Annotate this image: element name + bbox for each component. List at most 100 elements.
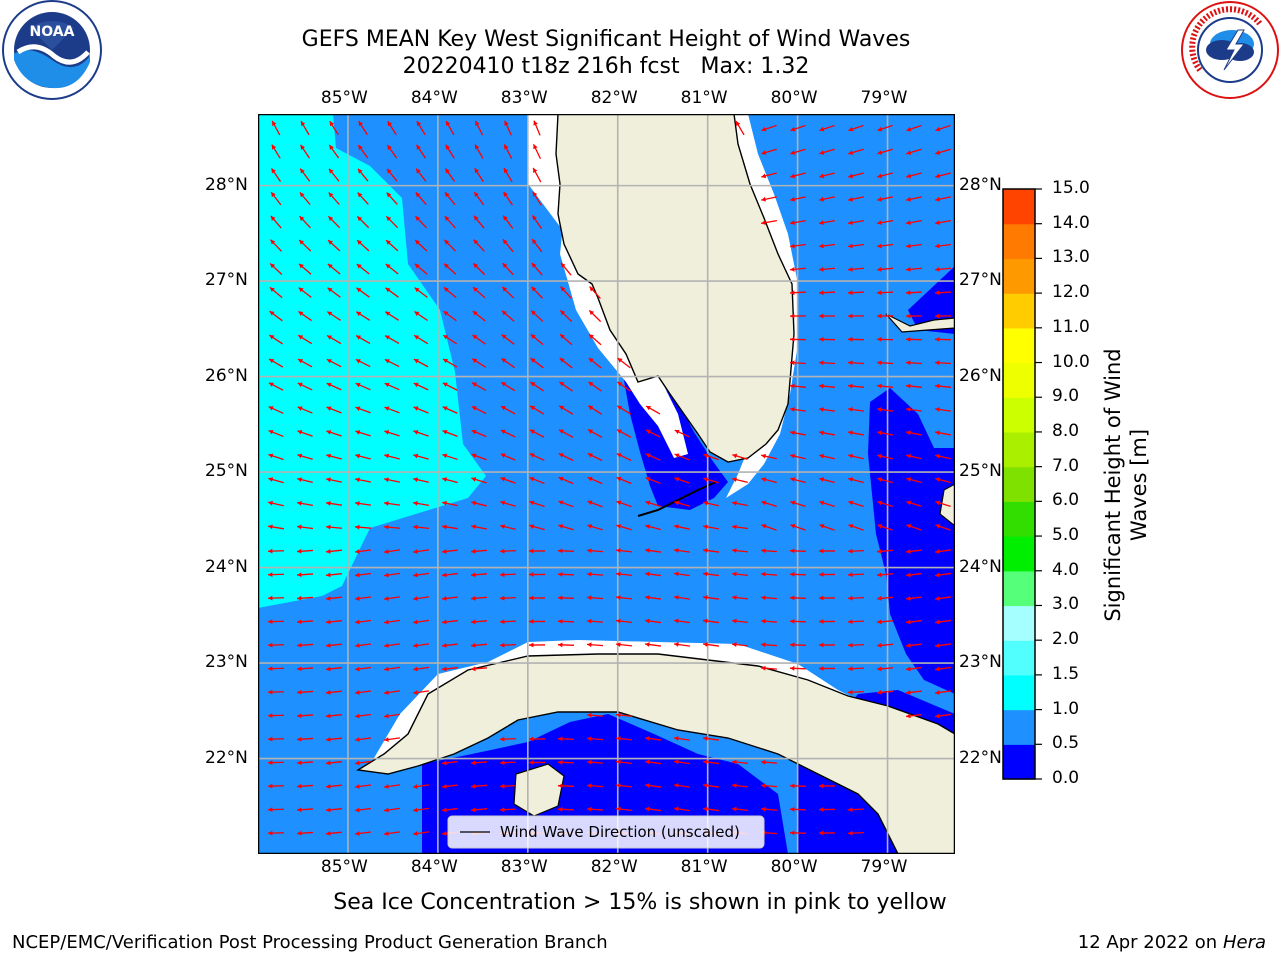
wind-wave-arrow bbox=[847, 313, 865, 319]
wind-wave-arrow bbox=[500, 500, 516, 507]
wind-wave-arrow bbox=[530, 286, 544, 299]
wind-wave-arrow bbox=[731, 524, 749, 530]
wind-wave-arrow bbox=[531, 238, 543, 253]
wind-wave-arrow bbox=[327, 287, 341, 298]
wind-wave-arrow bbox=[355, 430, 371, 437]
wind-wave-arrow bbox=[499, 642, 517, 648]
wind-wave-arrow bbox=[877, 220, 893, 225]
wind-wave-arrow bbox=[876, 337, 894, 342]
wind-wave-arrow bbox=[297, 430, 313, 437]
wind-wave-arrow bbox=[819, 196, 835, 202]
wind-wave-arrow bbox=[267, 783, 285, 789]
wind-wave-arrow bbox=[876, 243, 894, 249]
wind-wave-arrow bbox=[441, 760, 459, 766]
wind-wave-arrow bbox=[441, 784, 459, 789]
wind-wave-arrow bbox=[327, 239, 341, 252]
wind-wave-arrow bbox=[470, 619, 488, 625]
colorbar-tick-label-6: 4.0 bbox=[1052, 559, 1080, 580]
wind-wave-arrow bbox=[673, 548, 691, 553]
wind-wave-arrow bbox=[935, 453, 951, 460]
wind-wave-arrow bbox=[296, 830, 314, 836]
wind-wave-arrow bbox=[761, 148, 777, 155]
wind-wave-arrow bbox=[296, 595, 314, 601]
wind-wave-arrow bbox=[499, 783, 517, 789]
wind-wave-arrow bbox=[298, 263, 312, 275]
wind-wave-arrow bbox=[441, 549, 459, 554]
wind-wave-arrow bbox=[296, 807, 314, 813]
wind-wave-arrow bbox=[645, 476, 661, 484]
wind-wave-arrow bbox=[760, 618, 778, 624]
wind-wave-arrow bbox=[268, 406, 284, 414]
wind-wave-arrow bbox=[906, 220, 922, 225]
wind-wave-arrow bbox=[557, 642, 575, 648]
wind-wave-arrow bbox=[586, 712, 604, 718]
wind-wave-arrow bbox=[270, 215, 282, 229]
wind-wave-arrow bbox=[500, 477, 516, 484]
wind-wave-arrow bbox=[848, 196, 864, 202]
wind-wave-arrow bbox=[789, 360, 807, 366]
colorbar-tick-label-2: 1.0 bbox=[1052, 698, 1080, 719]
footer-host: Hera bbox=[1222, 932, 1266, 953]
wind-wave-arrow bbox=[383, 572, 401, 578]
wind-wave-arrow bbox=[702, 548, 720, 553]
wind-wave-arrow bbox=[673, 595, 691, 600]
wind-wave-arrow bbox=[819, 124, 835, 132]
wind-wave-arrow bbox=[297, 334, 313, 345]
wind-wave-arrow bbox=[905, 360, 923, 366]
lat-tick-label-left-0: 22°N bbox=[205, 747, 248, 768]
wind-wave-arrow bbox=[644, 642, 662, 647]
wind-wave-arrow bbox=[503, 191, 513, 206]
wind-wave-arrow bbox=[298, 310, 312, 322]
wind-wave-arrow bbox=[412, 807, 430, 813]
wind-wave-arrow bbox=[761, 524, 777, 531]
wind-wave-arrow bbox=[560, 286, 572, 299]
wind-wave-arrow bbox=[702, 736, 720, 741]
wind-wave-arrow bbox=[906, 524, 922, 531]
wind-wave-arrow bbox=[325, 760, 343, 766]
wind-wave-arrow bbox=[673, 571, 691, 577]
wind-wave-arrow bbox=[906, 477, 922, 484]
wind-wave-arrow bbox=[326, 358, 342, 368]
wind-wave-arrow bbox=[934, 360, 952, 366]
wind-wave-arrow bbox=[877, 430, 893, 436]
colorbar-tick-label-0: 0.0 bbox=[1052, 768, 1080, 788]
wind-wave-arrow bbox=[413, 430, 429, 437]
wind-wave-arrow bbox=[876, 313, 894, 319]
wind-wave-arrow bbox=[587, 476, 603, 485]
wind-wave-arrow bbox=[499, 807, 517, 813]
wind-wave-arrow bbox=[616, 429, 632, 438]
wind-wave-arrow bbox=[471, 382, 487, 391]
wind-wave-arrow bbox=[616, 476, 632, 485]
wind-wave-arrow bbox=[789, 266, 807, 272]
colorbar-cell-4 bbox=[1003, 605, 1035, 641]
wind-wave-arrow bbox=[557, 806, 575, 812]
wind-wave-arrow bbox=[905, 407, 923, 412]
wind-wave-arrow bbox=[384, 311, 400, 321]
lat-tick-label-right-1: 23°N bbox=[959, 652, 1002, 673]
wind-wave-arrow bbox=[644, 736, 662, 741]
wind-wave-arrow bbox=[499, 619, 517, 625]
wind-wave-arrow bbox=[326, 453, 342, 460]
lon-tick-label-top-4: 81°W bbox=[680, 88, 728, 108]
wind-wave-arrow bbox=[645, 429, 661, 438]
wind-wave-arrow bbox=[934, 243, 952, 249]
wind-wave-arrow bbox=[789, 383, 807, 389]
noaa-logo: NOAA bbox=[2, 0, 102, 100]
wind-wave-arrow bbox=[645, 500, 661, 508]
wind-wave-arrow bbox=[847, 689, 865, 695]
wind-wave-arrow bbox=[503, 167, 513, 183]
wind-wave-arrow bbox=[412, 784, 430, 789]
wind-wave-arrow bbox=[269, 263, 283, 275]
wind-wave-arrow bbox=[847, 830, 865, 836]
wind-wave-arrow bbox=[906, 196, 922, 202]
colorbar-cell-6 bbox=[1003, 536, 1035, 572]
wind-wave-arrow bbox=[267, 736, 285, 742]
wind-wave-arrow bbox=[760, 642, 778, 648]
wind-wave-arrow bbox=[530, 357, 544, 369]
wind-wave-arrow bbox=[441, 596, 459, 601]
wind-wave-arrow bbox=[529, 476, 545, 485]
wind-wave-arrow bbox=[267, 830, 285, 836]
wind-wave-arrow bbox=[501, 286, 515, 299]
wind-wave-arrow bbox=[703, 524, 719, 530]
wind-wave-arrow bbox=[385, 239, 399, 252]
